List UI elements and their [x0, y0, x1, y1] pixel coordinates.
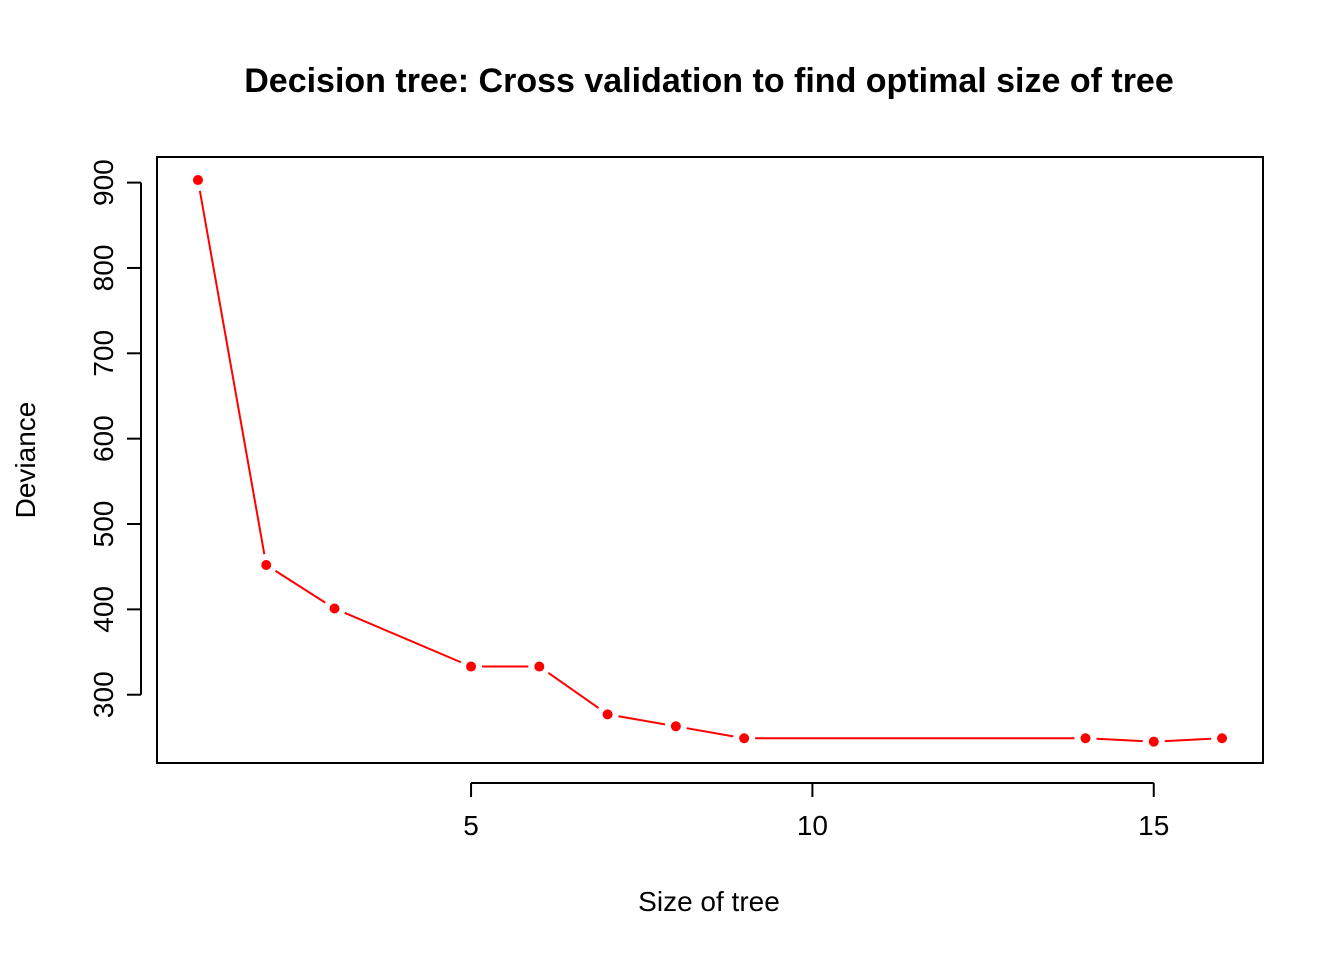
x-tick-label: 5: [463, 810, 479, 841]
y-axis: 300 400 500 600 700 800 900: [88, 159, 142, 718]
data-point: [670, 721, 681, 732]
series-segment: [1164, 737, 1212, 743]
y-tick-label: 700: [88, 330, 119, 377]
data-point: [1148, 736, 1159, 747]
data-point: [329, 603, 340, 614]
x-tick-label: 10: [797, 810, 828, 841]
data-point: [739, 733, 750, 744]
x-axis: 5 10 15: [463, 782, 1169, 841]
series-segment: [274, 570, 326, 604]
data-point: [1080, 733, 1091, 744]
series-segment: [1096, 737, 1143, 743]
y-tick-label: 500: [88, 501, 119, 548]
series-segment: [344, 611, 462, 664]
chart-title: Decision tree: Cross validation to find …: [244, 62, 1174, 100]
data-point: [602, 709, 613, 720]
series-segment: [686, 727, 734, 738]
x-axis-label: Size of tree: [638, 886, 780, 917]
x-tick-label: 15: [1138, 810, 1169, 841]
series-line: [198, 190, 1212, 743]
data-point: [192, 175, 203, 186]
series-segment: [547, 672, 600, 709]
y-tick-label: 800: [88, 245, 119, 292]
y-tick-label: 900: [88, 159, 119, 206]
data-point: [466, 661, 477, 672]
y-axis-label: Deviance: [10, 402, 41, 519]
series-points: [192, 175, 1228, 747]
series-segment: [618, 715, 666, 726]
series-segment: [198, 190, 266, 555]
data-point: [1217, 733, 1228, 744]
data-point: [534, 661, 545, 672]
y-tick-label: 300: [88, 671, 119, 718]
data-point: [261, 559, 272, 570]
y-tick-label: 400: [88, 586, 119, 633]
plot-frame: [156, 156, 1264, 764]
y-tick-label: 600: [88, 415, 119, 462]
